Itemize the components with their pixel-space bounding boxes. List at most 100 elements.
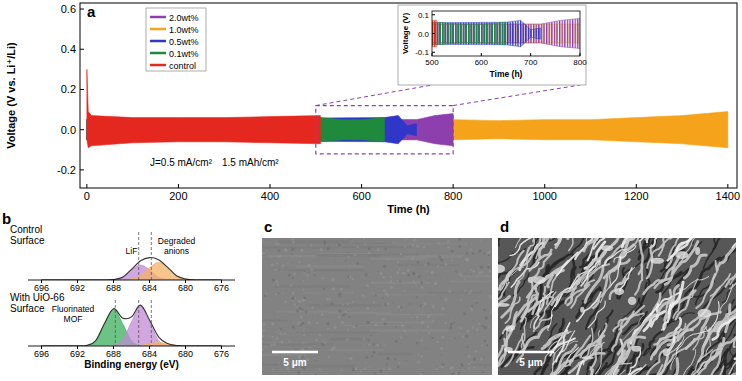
texture (330, 338, 331, 339)
texture (274, 364, 276, 366)
texture (593, 276, 607, 308)
texture (516, 238, 525, 248)
texture (342, 246, 412, 248)
texture (498, 238, 506, 248)
tick-label: 692 (70, 349, 85, 359)
texture (387, 259, 389, 261)
texture (458, 238, 461, 241)
texture (276, 280, 278, 282)
texture (396, 271, 399, 274)
texture (284, 305, 286, 307)
tick (178, 184, 179, 188)
texture (381, 342, 383, 344)
axis-title: Voltage (V vs. Li⁺/Li) (5, 42, 17, 149)
texture (453, 254, 455, 256)
texture (459, 367, 461, 369)
texture (326, 298, 329, 301)
texture (420, 331, 421, 332)
texture (399, 309, 401, 311)
texture (264, 295, 266, 297)
texture (708, 261, 717, 291)
texture (297, 332, 298, 333)
scale-bar-label: 5 μm (519, 357, 542, 368)
texture (443, 279, 444, 280)
legend-swatch (150, 16, 166, 19)
texture (333, 346, 336, 349)
texture (498, 329, 512, 366)
texture (263, 322, 265, 324)
texture (291, 238, 293, 240)
texture (351, 292, 353, 294)
texture (396, 282, 397, 283)
texture (370, 258, 428, 261)
x-axis (28, 346, 235, 347)
texture (373, 372, 375, 374)
texture (301, 322, 304, 325)
texture (473, 357, 476, 360)
texture (518, 248, 529, 281)
texture (390, 286, 393, 289)
texture (390, 280, 392, 282)
texture (437, 265, 439, 267)
texture (433, 362, 435, 364)
texture (311, 306, 314, 309)
texture (416, 245, 419, 248)
texture (488, 254, 490, 256)
texture (521, 317, 526, 347)
texture (262, 362, 264, 364)
texture (580, 370, 592, 375)
texture (397, 261, 399, 263)
texture (310, 244, 312, 246)
texture (332, 287, 335, 290)
texture (386, 303, 389, 306)
texture (368, 275, 371, 278)
annotation: 1.5 mAh/cm² (222, 157, 279, 168)
texture (377, 353, 412, 356)
texture (338, 310, 341, 313)
texture (420, 373, 423, 375)
texture (458, 245, 461, 248)
texture (293, 273, 296, 276)
tick (636, 184, 637, 188)
texture (354, 254, 356, 256)
texture (420, 339, 423, 342)
voltage-band (87, 69, 320, 147)
texture (323, 288, 325, 290)
spectrum-title: ControlSurface (10, 224, 45, 246)
texture (384, 344, 386, 346)
texture (471, 326, 473, 328)
texture (441, 363, 444, 366)
texture (416, 342, 418, 344)
texture (376, 333, 378, 335)
texture (350, 239, 351, 240)
texture (269, 336, 270, 337)
texture (350, 355, 351, 356)
text-line: Surface (10, 303, 45, 314)
text-line: Fluorinated (52, 304, 95, 314)
texture (428, 292, 482, 294)
texture (382, 318, 385, 321)
texture (420, 354, 421, 355)
tick-label: 676 (214, 283, 229, 293)
texture (330, 302, 333, 305)
legend-label: 0.1wt% (169, 49, 199, 59)
texture (376, 344, 379, 347)
texture (340, 288, 343, 291)
texture (303, 343, 304, 344)
sem-image (262, 238, 492, 375)
texture (413, 280, 416, 283)
texture (484, 339, 486, 341)
texture (416, 333, 417, 334)
texture (270, 257, 272, 259)
legend-label: 0.5wt% (169, 37, 199, 47)
texture (605, 363, 631, 374)
tick (580, 53, 581, 56)
texture (305, 348, 307, 350)
texture (490, 311, 492, 313)
inset-voltage-band (432, 20, 541, 46)
texture (376, 334, 377, 335)
texture (309, 347, 311, 349)
texture (695, 247, 700, 255)
texture (368, 339, 370, 341)
texture (621, 313, 644, 328)
